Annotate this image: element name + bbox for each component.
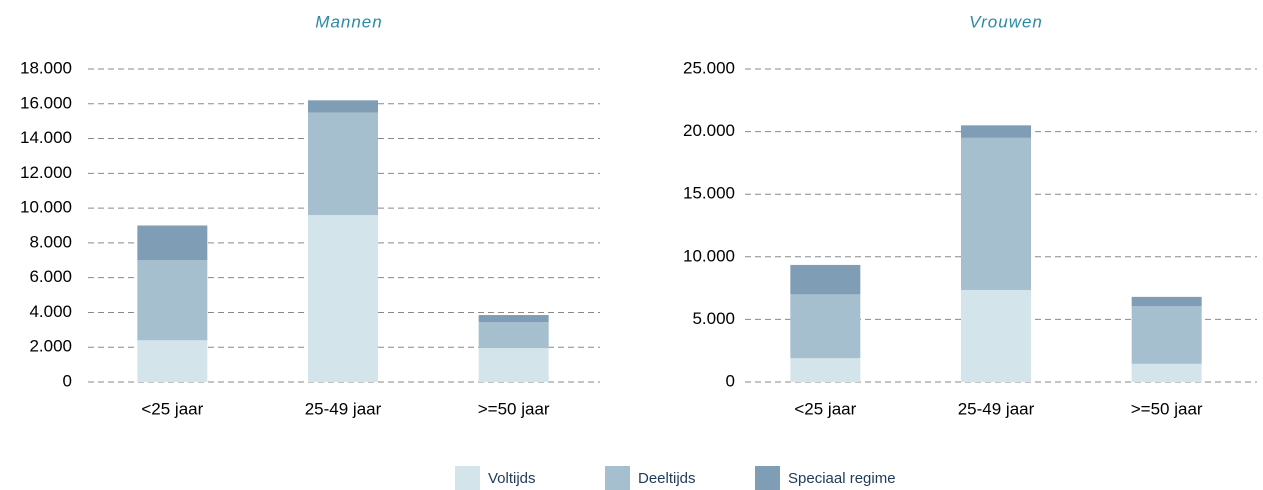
bar-segment [790, 264, 861, 295]
y-tick-label: 10.000 [20, 198, 72, 217]
y-tick-label: 20.000 [683, 121, 735, 140]
x-tick-label: <25 jaar [141, 399, 203, 418]
y-tick-label: 10.000 [683, 246, 735, 265]
chart-title: Mannen [315, 12, 382, 31]
x-tick-label: 25-49 jaar [958, 399, 1035, 418]
bar-segment [1131, 296, 1202, 307]
bar-segment [790, 294, 861, 359]
bar-segment [1131, 363, 1202, 382]
bar-segment [1131, 306, 1202, 364]
y-tick-label: 15.000 [683, 184, 735, 203]
bar-segment [308, 215, 378, 382]
bar-segment [137, 225, 208, 261]
bar-segment [478, 322, 549, 349]
y-tick-label: 4.000 [29, 302, 72, 321]
y-tick-label: 25.000 [683, 58, 735, 77]
bar-segment [478, 315, 549, 323]
y-tick-label: 14.000 [20, 128, 72, 147]
legend-label: Deeltijds [638, 470, 696, 487]
y-tick-label: 18.000 [20, 58, 72, 77]
bar-segment [478, 348, 549, 382]
chart-title: Vrouwen [969, 12, 1043, 31]
legend-label: Voltijds [488, 470, 536, 487]
bar-segment [137, 260, 208, 341]
legend-swatch [455, 466, 480, 490]
y-tick-label: 16.000 [20, 93, 72, 112]
bar-segment [308, 112, 378, 216]
y-tick-label: 0 [726, 371, 735, 390]
x-tick-label: >=50 jaar [1131, 399, 1203, 418]
legend-swatch [755, 466, 780, 490]
y-tick-label: 12.000 [20, 163, 72, 182]
x-tick-label: <25 jaar [794, 399, 856, 418]
bar-segment [790, 358, 861, 382]
bar-segment [961, 137, 1031, 290]
bar-segment [137, 340, 208, 382]
bar-segment [308, 100, 378, 113]
bar-segment [961, 125, 1031, 138]
x-tick-label: >=50 jaar [478, 399, 550, 418]
bar-segment [961, 289, 1031, 382]
y-tick-label: 6.000 [29, 267, 72, 286]
x-tick-label: 25-49 jaar [305, 399, 382, 418]
y-tick-label: 0 [63, 371, 72, 390]
y-tick-label: 8.000 [29, 232, 72, 251]
legend-swatch [605, 466, 630, 490]
legend-label: Speciaal regime [788, 470, 896, 487]
y-tick-label: 2.000 [29, 337, 72, 356]
y-tick-label: 5.000 [692, 309, 735, 328]
